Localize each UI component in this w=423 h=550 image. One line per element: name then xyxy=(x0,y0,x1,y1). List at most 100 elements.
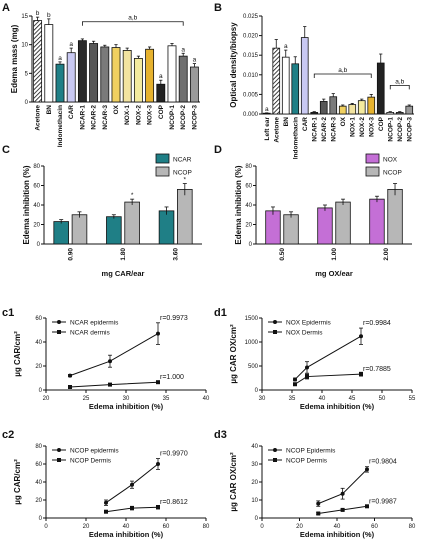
chart-a-category-label: NOX-2 xyxy=(135,105,142,125)
chart-d-bar-ncop-1-00 xyxy=(335,201,351,245)
chart-a-y-tick-label: 0 xyxy=(25,100,29,106)
chart-b-bracket xyxy=(389,84,410,90)
chart-c2-x-tick-label: 0 xyxy=(44,524,48,530)
chart-d-x-axis-label: mg OX/ear xyxy=(315,269,353,278)
chart-b-category-label: Indomethacin xyxy=(292,117,299,159)
chart-d1-ox-skin: 0 500 1000 1500 30 35 40 45 50 55 Edema inhibition… xyxy=(229,316,416,411)
chart-c-y-tick-label: 20 xyxy=(33,223,40,229)
chart-b-significance-letter: a xyxy=(284,43,288,50)
chart-c2-ncop-car-skin: 0 20 40 60 80 0 20 40 60 80 Edema inhibition (%) µg… xyxy=(13,444,210,539)
chart-d3-y-axis-label: µg CAR OX/cm² xyxy=(229,452,238,512)
chart-c1-point-ncar-dermis xyxy=(108,382,112,387)
chart-c-bar-ncop-1-80 xyxy=(124,201,140,245)
chart-d1-legend-marker xyxy=(273,320,277,324)
chart-d3-legend-label: NCOP Dermis xyxy=(286,458,328,465)
chart-d-legend-label: NCOP xyxy=(383,170,402,177)
chart-c1-x-tick-label: 35 xyxy=(163,396,170,402)
chart-a-significance-letter: a xyxy=(69,41,73,48)
chart-b-bar-indomethacin xyxy=(291,63,300,115)
chart-a-bar-bn xyxy=(44,24,54,103)
chart-a-bar-nox-2 xyxy=(133,58,143,103)
chart-d3-legend-marker xyxy=(273,448,277,452)
chart-a-bar-ox xyxy=(111,47,121,103)
chart-a-bracket-label: a,b xyxy=(128,15,137,22)
chart-d1-series-line-nox-epidermis xyxy=(294,335,362,380)
chart-a-category-label: Acetone xyxy=(35,105,42,131)
chart-d3-x-axis-label: Edema inhibition (%) xyxy=(300,530,375,539)
chart-d1-x-tick-label: 50 xyxy=(379,396,386,402)
chart-b-category-label: NCAR-3 xyxy=(330,117,337,142)
chart-c2-y-tick-label: 20 xyxy=(35,498,42,504)
chart-c2-legend-label: NCOP epidermis xyxy=(70,448,119,455)
chart-b-y-tick-label: 0.025 xyxy=(243,14,259,20)
chart-d1-series-line-nox-dermis xyxy=(294,373,362,385)
chart-c1-r-value: r=1.000 xyxy=(160,374,184,381)
chart-c-x-axis-label: mg CAR/ear xyxy=(102,269,145,278)
chart-c2-point-ncop-dermis xyxy=(156,505,160,510)
chart-c2-point-ncop-dermis xyxy=(130,506,134,511)
chart-c2-point-ncop-epidermis xyxy=(156,462,160,466)
chart-d3-x-tick-label: 20 xyxy=(296,524,303,530)
chart-b-category-label: NCOP-3 xyxy=(406,117,413,142)
chart-d1-legend-marker xyxy=(273,330,277,334)
chart-b-category-label: BN xyxy=(283,117,290,127)
chart-c1-point-ncar-dermis xyxy=(68,385,72,389)
chart-d3-point-ncop-dermis xyxy=(365,504,369,509)
chart-a-significance-letter: a xyxy=(181,46,185,53)
chart-d3-y-tick-label: 0 xyxy=(255,516,259,522)
chart-c1-legend-marker xyxy=(57,320,61,324)
chart-c1-y-tick-label: 60 xyxy=(35,316,42,322)
panel-label-c: C xyxy=(2,144,10,156)
chart-b-bar-cop xyxy=(376,62,385,115)
chart-c2-y-tick-label: 80 xyxy=(35,444,42,450)
chart-a-category-label: COP xyxy=(158,104,165,119)
chart-d3-r-value: r=0.9987 xyxy=(369,498,397,505)
chart-c1-y-axis-label: µg CAR/cm² xyxy=(13,331,22,377)
chart-b-bar-ncar-2 xyxy=(319,101,328,115)
chart-b-category-label: NOX-1 xyxy=(349,117,356,137)
chart-a-y-axis-label: Edema mass (mg) xyxy=(10,24,19,93)
chart-b-category-label: NOX-2 xyxy=(359,117,366,137)
chart-b-category-label: Acetone xyxy=(273,117,280,143)
chart-a-significance-letter: a xyxy=(58,55,62,62)
chart-c1-legend-label: NCAR epidermis xyxy=(70,320,119,327)
chart-a-bar-indomethacin xyxy=(55,63,65,103)
panel-label-d3: d3 xyxy=(214,429,227,441)
chart-a-category-label: OX xyxy=(113,104,120,114)
chart-c2-legend-marker xyxy=(57,458,61,462)
chart-c-category-label: 0.90 xyxy=(67,248,74,261)
chart-a-category-label: Indomethacin xyxy=(57,105,64,147)
chart-b-category-label: NCOP-1 xyxy=(387,117,394,142)
chart-d1-x-axis-label: Edema inhibition (%) xyxy=(300,402,375,411)
chart-b-bar-bn xyxy=(281,56,290,115)
chart-d-y-tick-label: 0 xyxy=(249,242,253,248)
chart-b-bar-nox-1 xyxy=(348,104,357,115)
chart-a-bar-nox-1 xyxy=(122,50,132,103)
chart-c2-point-ncop-epidermis xyxy=(130,482,134,487)
chart-d1-point-nox-dermis xyxy=(359,372,363,377)
chart-c1-x-axis-label: Edema inhibition (%) xyxy=(89,402,164,411)
chart-b-bar-ncop-3 xyxy=(405,105,414,115)
chart-b-category-label: NOX-3 xyxy=(368,117,375,137)
chart-c-category-label: 3.60 xyxy=(173,248,180,261)
chart-c-bar-ncop-3-60 xyxy=(177,188,193,245)
chart-d-category-label: 2.00 xyxy=(383,248,390,261)
chart-b-bar-car xyxy=(300,37,309,115)
chart-a-y-tick-label: 10 xyxy=(21,43,28,49)
chart-a-category-label: NCOP-2 xyxy=(180,105,187,130)
chart-c-legend-swatch-ncop xyxy=(155,166,170,177)
chart-d1-r-value: r=0.7885 xyxy=(363,366,391,373)
chart-a-category-label: NOX-3 xyxy=(147,105,154,125)
panel-label-a: A xyxy=(2,2,10,14)
chart-d-y-tick-label: 20 xyxy=(245,223,252,229)
chart-d-legend-swatch-ncop xyxy=(365,166,380,177)
chart-b-y-tick-label: 0.005 xyxy=(243,92,259,98)
chart-d-category-label: 1.00 xyxy=(331,248,338,261)
chart-d1-legend-label: NOX Epidermis xyxy=(286,320,332,327)
chart-d-bar-nox-2-00 xyxy=(369,198,385,245)
chart-d-y-axis-label: Edema inhibition (%) xyxy=(234,165,243,244)
chart-c2-y-tick-label: 60 xyxy=(35,462,42,468)
chart-a-bar-acetone xyxy=(33,20,43,103)
chart-d1-y-tick-label: 1500 xyxy=(245,316,259,322)
